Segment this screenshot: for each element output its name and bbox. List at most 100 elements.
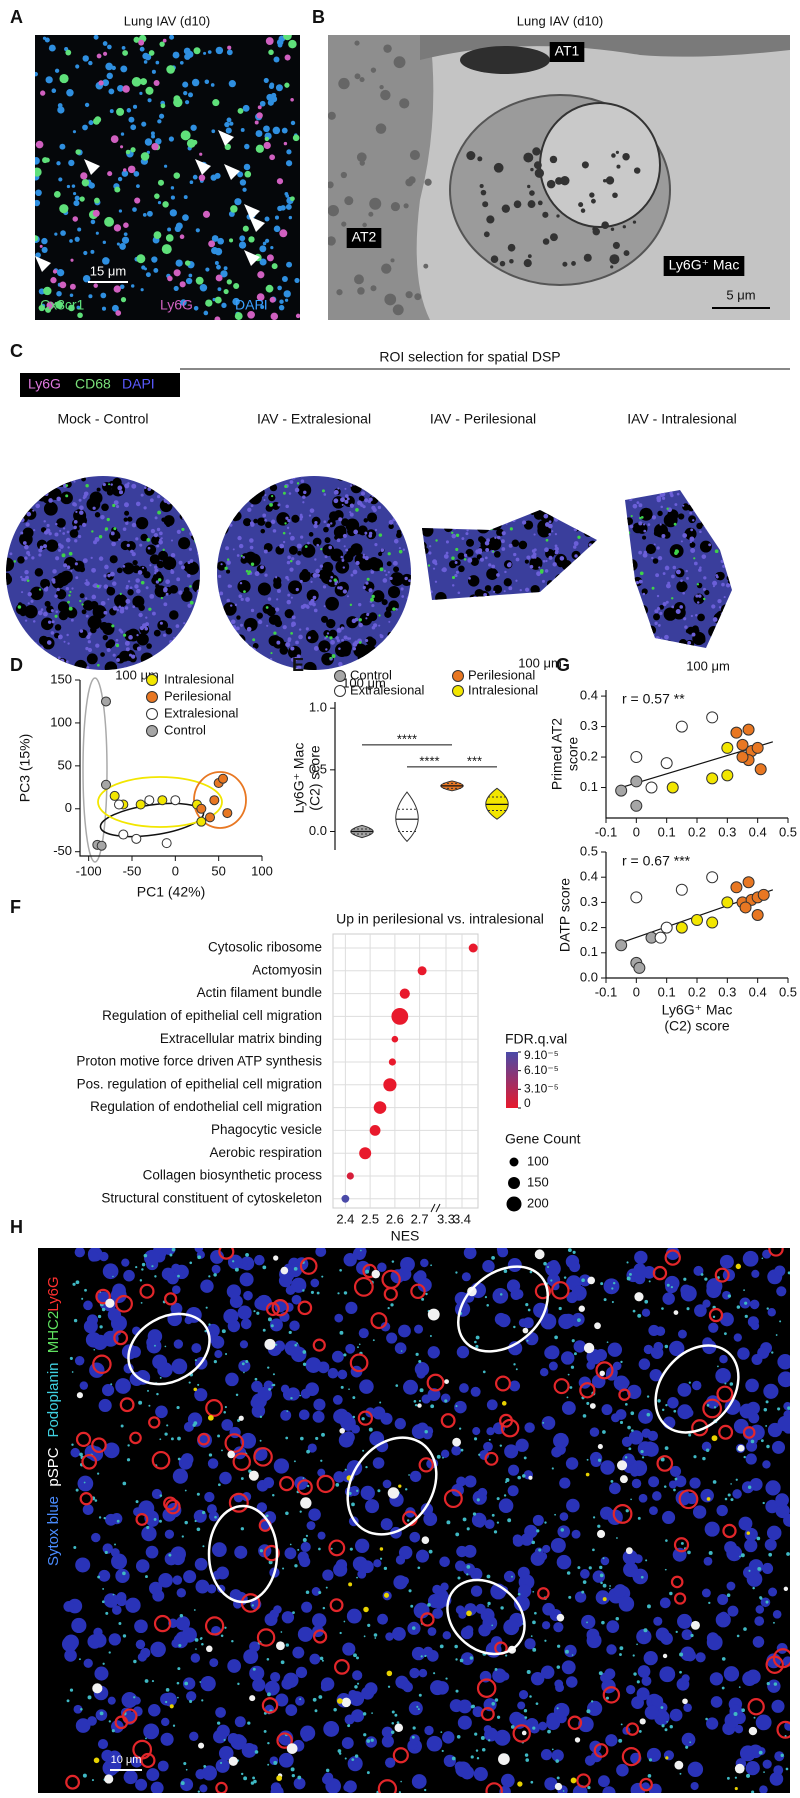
cell	[501, 531, 506, 536]
cell	[294, 1564, 298, 1568]
cell	[379, 1557, 383, 1560]
cell	[641, 1456, 645, 1459]
cell	[161, 1267, 175, 1281]
cell	[560, 1351, 575, 1365]
cell	[123, 1770, 138, 1785]
scale-label: 100 μm	[686, 658, 730, 673]
cell	[215, 46, 224, 55]
cell	[607, 1342, 623, 1357]
cell	[555, 1683, 565, 1693]
cell	[680, 579, 683, 583]
dot	[369, 1125, 381, 1136]
cell	[538, 1548, 542, 1552]
cell	[564, 1644, 577, 1658]
cell	[125, 521, 129, 525]
cell	[295, 313, 300, 319]
cell	[424, 1654, 427, 1658]
cell	[625, 1509, 629, 1513]
cell	[479, 557, 485, 562]
cell	[474, 1437, 478, 1441]
cell	[120, 297, 127, 303]
cell	[252, 638, 256, 642]
cell	[203, 51, 207, 55]
cell	[240, 1527, 245, 1531]
cell	[480, 1707, 495, 1722]
cell	[316, 1291, 320, 1295]
cell	[765, 1600, 769, 1604]
cell	[690, 528, 694, 532]
cell	[569, 1261, 581, 1273]
point	[630, 891, 643, 904]
cell	[606, 1341, 609, 1344]
cell	[712, 585, 715, 588]
roi-title: IAV - Perilesional	[430, 411, 536, 427]
cell	[603, 1298, 607, 1302]
cell	[434, 562, 438, 566]
cell	[484, 540, 490, 546]
cell	[74, 1355, 85, 1366]
cell	[727, 1605, 739, 1617]
cell	[748, 1569, 751, 1572]
cell	[103, 584, 109, 589]
cell	[320, 1677, 335, 1691]
cell	[682, 1698, 688, 1705]
cell	[185, 563, 196, 573]
cell	[362, 1449, 365, 1452]
cell	[115, 1294, 133, 1313]
cell	[578, 202, 584, 208]
cell	[305, 1357, 322, 1373]
cell	[123, 517, 128, 522]
cell	[530, 1635, 533, 1637]
cell	[647, 1430, 659, 1442]
cell	[261, 1697, 279, 1714]
at1-nucleus	[460, 46, 550, 74]
cell	[189, 1261, 193, 1265]
cell	[86, 653, 98, 665]
cell	[318, 640, 331, 653]
cell	[270, 245, 274, 250]
cell	[570, 1777, 577, 1784]
cell	[344, 196, 354, 206]
cell	[343, 1620, 346, 1623]
cell	[774, 1751, 785, 1762]
cell	[455, 1658, 458, 1661]
cell	[124, 510, 130, 516]
cell	[284, 1547, 297, 1560]
cell	[240, 1318, 252, 1330]
colorbar-label: 6.10⁻⁵	[524, 1063, 559, 1077]
cell	[204, 1491, 215, 1503]
cell	[600, 1282, 604, 1286]
cell	[302, 1538, 307, 1543]
cell	[298, 1409, 310, 1421]
point	[205, 812, 215, 823]
cell	[599, 1370, 605, 1377]
cell	[401, 595, 405, 598]
cell	[443, 1489, 463, 1509]
cell	[270, 312, 279, 320]
cell	[57, 106, 65, 114]
cell	[75, 1488, 79, 1492]
cell	[379, 567, 384, 572]
cell	[107, 171, 113, 177]
cell	[662, 1292, 675, 1305]
cell	[126, 108, 132, 113]
cell	[87, 640, 92, 644]
cell	[269, 154, 276, 161]
cell	[267, 1741, 270, 1745]
cell	[503, 1494, 507, 1497]
cell	[632, 1309, 636, 1313]
cell	[299, 1257, 318, 1275]
cell	[639, 516, 642, 520]
cell	[526, 1669, 531, 1674]
cell	[246, 626, 252, 632]
cell	[378, 551, 383, 557]
cell	[689, 511, 693, 515]
cell	[414, 1324, 424, 1334]
cell	[237, 535, 242, 541]
cell	[140, 533, 148, 542]
cell	[290, 1396, 293, 1400]
cell	[592, 1548, 595, 1552]
channel-label: Podoplanin	[45, 1362, 62, 1437]
cell	[250, 562, 255, 566]
cell	[124, 640, 130, 646]
